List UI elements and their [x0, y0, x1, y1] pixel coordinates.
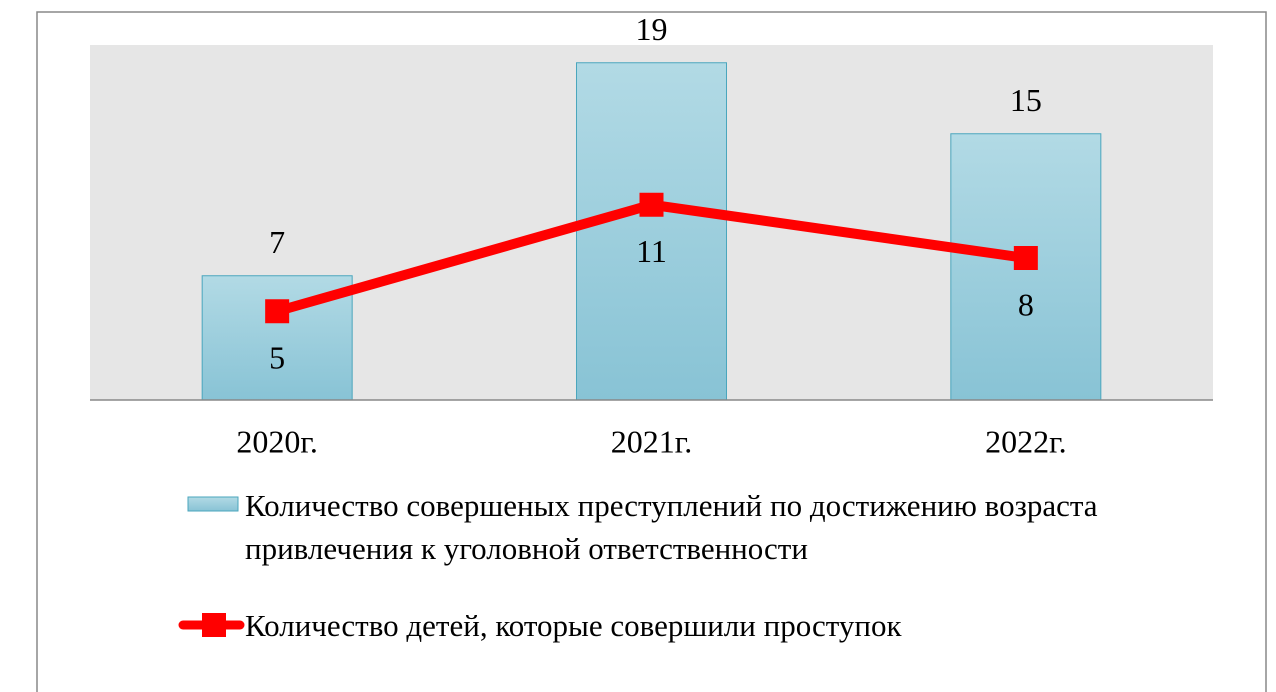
legend-swatch: [202, 613, 226, 637]
legend-label: Количество совершеных преступлений по до…: [245, 488, 1098, 566]
legend-swatch: [187, 496, 239, 512]
data-label: 7: [269, 224, 285, 260]
line-marker: [1013, 246, 1038, 270]
data-label: 11: [636, 233, 667, 269]
x-tick-label: 2022г.: [985, 423, 1067, 459]
line-marker: [639, 192, 664, 217]
data-label: 5: [269, 340, 285, 376]
data-label: 8: [1018, 286, 1034, 322]
x-tick-label: 2021г.: [611, 423, 693, 459]
data-label: 15: [1010, 82, 1042, 118]
frame: [36, 11, 1267, 692]
data-label: 19: [636, 11, 668, 47]
bar: [576, 62, 727, 401]
line-marker: [265, 299, 290, 324]
legend-label: Количество детей, которые совершили прос…: [245, 608, 902, 643]
x-tick-label: 2020г.: [236, 423, 318, 459]
